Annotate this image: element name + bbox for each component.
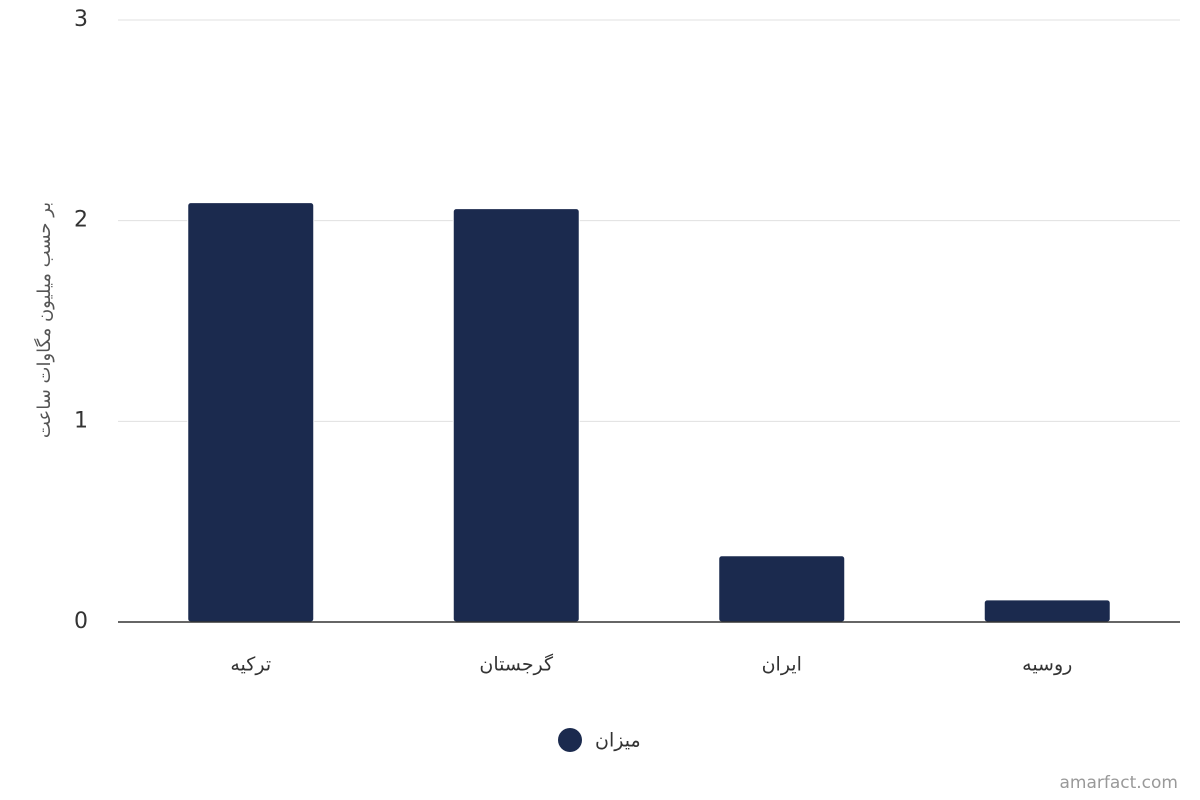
y-tick-label: 3 bbox=[74, 7, 88, 32]
x-tick-label: ترکیه bbox=[230, 654, 271, 676]
bar bbox=[452, 208, 580, 623]
y-tick-label: 0 bbox=[74, 609, 88, 634]
legend-label: میزان bbox=[595, 730, 641, 752]
bar bbox=[718, 555, 846, 623]
bar bbox=[983, 599, 1111, 623]
bar bbox=[187, 202, 315, 623]
y-tick-label: 1 bbox=[74, 408, 88, 433]
x-tick-label: روسیه bbox=[1022, 654, 1072, 676]
y-axis-title: بر حسب میلیون مگاوات ساعت bbox=[33, 202, 55, 438]
credit: amarfact.com bbox=[1059, 773, 1178, 793]
x-tick-label: گرجستان bbox=[479, 653, 554, 676]
legend-marker bbox=[558, 728, 582, 752]
y-tick-label: 2 bbox=[74, 208, 88, 233]
x-tick-label: ایران bbox=[762, 654, 802, 676]
